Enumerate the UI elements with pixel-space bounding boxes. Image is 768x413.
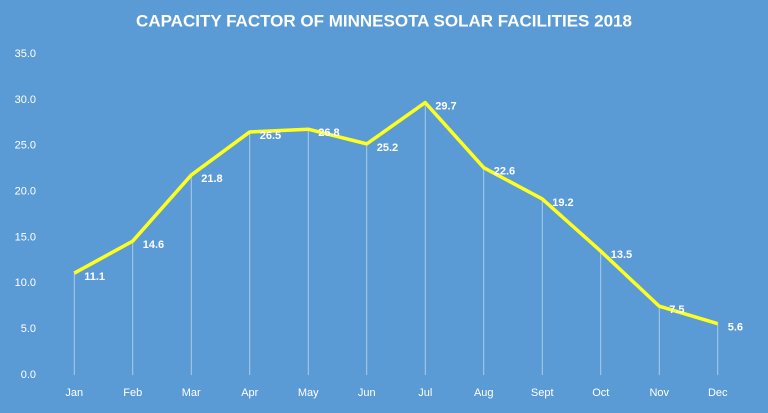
data-label: 5.6 — [728, 322, 743, 334]
x-tick-label: Oct — [592, 387, 609, 399]
x-tick-label: Feb — [123, 387, 142, 399]
x-tick-label: Jan — [65, 387, 83, 399]
x-tick-label: Apr — [241, 387, 258, 399]
x-tick-label: Nov — [649, 387, 669, 399]
data-label: 26.5 — [260, 130, 281, 142]
data-label: 11.1 — [84, 271, 105, 283]
x-tick-label: Jul — [418, 387, 432, 399]
data-label: 13.5 — [611, 249, 632, 261]
y-tick-label: 30.0 — [15, 94, 36, 106]
data-label: 22.6 — [494, 166, 515, 178]
data-label: 21.8 — [201, 173, 222, 185]
data-label: 14.6 — [143, 239, 164, 251]
x-tick-label: Mar — [182, 387, 201, 399]
x-tick-label: Aug — [474, 387, 494, 399]
data-label: 19.2 — [552, 197, 573, 209]
y-tick-label: 10.0 — [15, 277, 36, 289]
data-label: 25.2 — [377, 142, 398, 154]
y-tick-label: 20.0 — [15, 185, 36, 197]
x-tick-label: May — [298, 387, 319, 399]
x-tick-label: Dec — [708, 387, 728, 399]
y-tick-label: 25.0 — [15, 140, 36, 152]
data-line — [73, 100, 719, 326]
data-label: 29.7 — [435, 101, 456, 113]
y-tick-label: 5.0 — [21, 323, 36, 335]
y-tick-label: 35.0 — [15, 48, 36, 60]
y-tick-label: 15.0 — [15, 231, 36, 243]
data-label: 7.5 — [669, 304, 684, 316]
chart-title: CAPACITY FACTOR OF MINNESOTA SOLAR FACIL… — [136, 11, 632, 30]
data-label: 26.8 — [318, 127, 339, 139]
y-tick-label: 0.0 — [21, 369, 36, 381]
x-tick-label: Jun — [358, 387, 376, 399]
x-tick-label: Sept — [531, 387, 554, 399]
